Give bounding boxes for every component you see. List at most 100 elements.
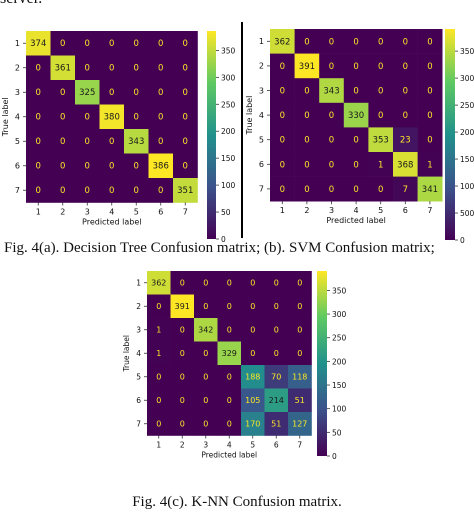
cell-value-label: 0	[183, 162, 188, 172]
cell-value-label: 0	[36, 162, 41, 172]
cell-value-label: 0	[109, 137, 114, 147]
heatmap-cell	[288, 271, 312, 295]
y-tick-label: 3	[15, 88, 20, 97]
cell-value-label: 0	[36, 113, 41, 123]
cell-value-label: 23	[400, 136, 411, 146]
heatmap-cell	[294, 78, 320, 104]
cell-value-label: 0	[36, 186, 41, 196]
cell-value-label: 0	[353, 160, 358, 170]
y-tick-label: 5	[136, 372, 141, 381]
cell-value-label: 0	[227, 326, 232, 335]
knn-confusion-matrix: 362 0 0 0 0 0 00 391 0 0 0 0 01 0 342 0 0 0 01 0 0 329 0 0 00 0 0 0…	[122, 271, 347, 461]
cell-value-label: 0	[274, 349, 279, 358]
y-tick-label: 1	[15, 39, 20, 48]
cell-value-label: 0	[156, 373, 161, 382]
heatmap-cell	[294, 53, 320, 79]
heatmap-cell	[170, 412, 195, 436]
heatmap-cell	[241, 294, 265, 319]
heatmap-cell	[368, 127, 394, 153]
heatmap-cell	[294, 152, 320, 177]
heatmap-cell	[170, 318, 195, 342]
cell-value-label: 0	[427, 37, 432, 47]
y-tick-label: 2	[259, 62, 264, 71]
heatmap-cell	[148, 129, 174, 154]
cell-value-label: 1	[156, 326, 161, 335]
heatmap-cell	[50, 55, 76, 81]
cell-value-label: 0	[134, 64, 139, 74]
heatmap-cell	[288, 341, 312, 366]
x-tick-label: 1	[156, 441, 161, 450]
cell-value-label: 0	[36, 137, 41, 147]
heatmap-cell	[417, 127, 443, 153]
x-tick-label: 3	[85, 208, 90, 217]
cell-value-label: 70	[271, 373, 281, 382]
cell-value-label: 0	[329, 136, 334, 146]
cell-value-label: 0	[85, 162, 90, 172]
cell-value-label: 0	[134, 186, 139, 196]
heatmap-cell	[147, 318, 171, 342]
cell-value-label: 0	[427, 111, 432, 121]
cell-value-label: 0	[134, 39, 139, 49]
colorbar-tick-label: 250	[332, 334, 347, 343]
heatmap-cell	[319, 102, 345, 128]
heatmap-cell	[343, 29, 369, 54]
cell-value-label: 0	[203, 302, 208, 311]
colorbar	[445, 29, 455, 240]
cell-value-label: 380	[104, 113, 120, 123]
cell-value-label: 0	[227, 396, 232, 405]
cell-value-label: 0	[274, 302, 279, 311]
heatmap-cell	[270, 102, 295, 128]
heatmap-cell	[170, 341, 195, 366]
heatmap-cell	[26, 129, 51, 154]
cell-value-label: 0	[329, 111, 334, 121]
heatmap-cell	[264, 271, 289, 295]
cell-value-label: 0	[156, 302, 161, 311]
cell-value-label: 386	[153, 162, 169, 172]
cell-value-label: 0	[180, 349, 185, 358]
cell-value-label: 0	[378, 37, 383, 47]
heatmap-cell	[50, 129, 76, 154]
x-axis-label: Predicted label	[326, 216, 385, 225]
heatmap-cell	[173, 178, 198, 203]
colorbar-tick-label: 150	[332, 381, 347, 390]
heatmap-cell	[26, 80, 51, 105]
heatmap-cell	[99, 31, 125, 56]
cell-value-label: 0	[227, 420, 232, 429]
heatmap-cell	[343, 102, 369, 128]
y-tick-label: 7	[259, 185, 264, 194]
cell-value-label: 0	[329, 185, 334, 195]
heatmap-cell	[417, 29, 443, 54]
cell-value-label: 0	[227, 302, 232, 311]
cell-value-label: 362	[151, 279, 166, 288]
heatmap-cell	[294, 176, 320, 202]
cell-value-label: 0	[60, 137, 65, 147]
cell-value-label: 0	[183, 137, 188, 147]
heatmap-cell	[194, 294, 218, 319]
cell-value-label: 0	[297, 279, 302, 288]
heatmap-cell	[50, 178, 76, 203]
x-tick-label: 3	[203, 441, 208, 450]
cell-value-label: 0	[85, 137, 90, 147]
heatmap-cell	[26, 178, 51, 203]
heatmap-cell	[270, 53, 295, 79]
cell-value-label: 170	[245, 420, 260, 429]
colorbar-tick-label: 50	[221, 208, 231, 217]
cell-value-label: 0	[203, 349, 208, 358]
heatmap-cell	[294, 102, 320, 128]
heatmap-cell	[264, 365, 289, 389]
y-tick-label: 2	[136, 302, 141, 311]
cell-value-label: 0	[378, 111, 383, 121]
heatmap-cell	[393, 152, 418, 177]
cell-value-label: 0	[353, 37, 358, 47]
caption-figure-4c: Fig. 4(c). K-NN Confusion matrix.	[132, 494, 342, 510]
colorbar-tick-label: 350	[332, 286, 347, 295]
x-axis-label: Predicted label	[201, 451, 257, 460]
cell-value-label: 0	[60, 113, 65, 123]
heatmap-cell	[270, 127, 295, 153]
colorbar-tick-label: 1500	[460, 155, 474, 164]
cell-value-label: 188	[245, 373, 260, 382]
cell-value-label: 0	[329, 37, 334, 47]
cell-value-label: 0	[180, 279, 185, 288]
